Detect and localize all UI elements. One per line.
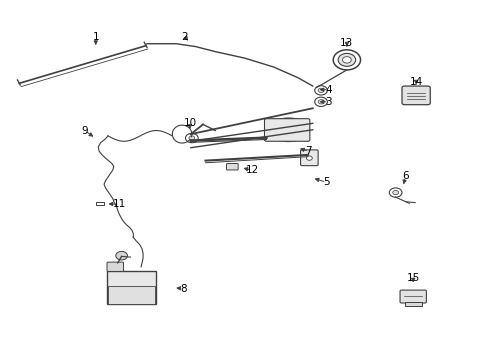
Bar [108,285,155,304]
Circle shape [116,251,127,260]
Text: 9: 9 [81,126,88,135]
Text: 11: 11 [113,199,126,210]
Circle shape [388,188,401,197]
Text: 2: 2 [182,32,188,41]
FancyBboxPatch shape [401,86,429,105]
FancyBboxPatch shape [226,163,238,170]
Text: 4: 4 [325,85,331,95]
Circle shape [314,86,327,95]
Text: 6: 6 [401,171,408,181]
FancyBboxPatch shape [107,262,123,271]
Circle shape [318,88,324,93]
Bar [96,202,104,205]
Text: 1: 1 [92,32,99,41]
Text: 8: 8 [180,284,186,294]
Text: 5: 5 [323,177,329,187]
FancyBboxPatch shape [264,119,309,141]
Circle shape [185,134,198,143]
Text: 10: 10 [183,118,196,128]
Bar [404,302,421,306]
Text: 14: 14 [408,77,422,87]
Ellipse shape [267,118,308,141]
Text: 13: 13 [340,38,353,48]
Bar [107,271,156,304]
Circle shape [318,100,324,104]
FancyBboxPatch shape [399,290,426,303]
Circle shape [314,97,327,107]
Text: 15: 15 [406,273,419,283]
Circle shape [332,50,360,70]
Circle shape [188,136,194,140]
Ellipse shape [271,123,290,138]
Circle shape [306,156,312,160]
Text: 3: 3 [325,97,331,107]
FancyBboxPatch shape [300,150,318,166]
Text: 12: 12 [245,165,259,175]
Circle shape [392,190,398,195]
Text: 7: 7 [305,146,311,156]
Circle shape [337,53,355,66]
Circle shape [342,57,350,63]
